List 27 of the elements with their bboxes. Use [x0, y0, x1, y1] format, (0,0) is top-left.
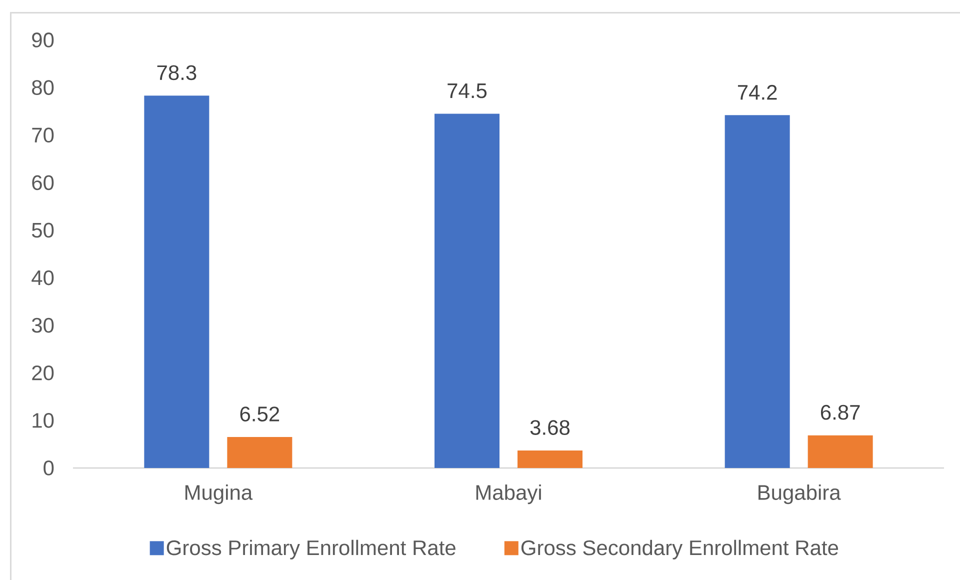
y-tick-label: 40 [32, 270, 54, 286]
x-tick-label: Mugina [185, 484, 253, 504]
y-tick-label: 80 [32, 80, 54, 95]
bar [144, 96, 210, 468]
bar [227, 436, 292, 468]
bar [808, 435, 873, 468]
y-tick-label: 10 [32, 413, 54, 428]
y-tick-label: 30 [32, 318, 54, 333]
y-tick-label: 60 [32, 175, 54, 190]
legend-label: Gross Primary Enrollment Rate [166, 540, 456, 560]
bar [724, 115, 790, 468]
y-tick-label: 0 [44, 460, 54, 476]
y-tick-label: 20 [32, 365, 54, 380]
legend-label: Gross Secondary Enrollment Rate [521, 540, 838, 560]
y-tick-label: 50 [32, 222, 54, 238]
x-tick-label: Mabayi [476, 484, 541, 504]
y-tick-label: 70 [32, 128, 54, 143]
bar [518, 450, 583, 468]
bar [434, 114, 500, 468]
data-label: 74.2 [738, 84, 777, 100]
x-tick-label: Bugabira [758, 484, 841, 504]
data-label: 6.52 [240, 406, 280, 422]
data-label: 74.5 [448, 84, 487, 98]
data-label: 78.3 [157, 65, 196, 80]
y-tick-label: 90 [32, 32, 54, 48]
data-label: 3.68 [530, 420, 570, 435]
data-label: 6.87 [820, 404, 860, 420]
